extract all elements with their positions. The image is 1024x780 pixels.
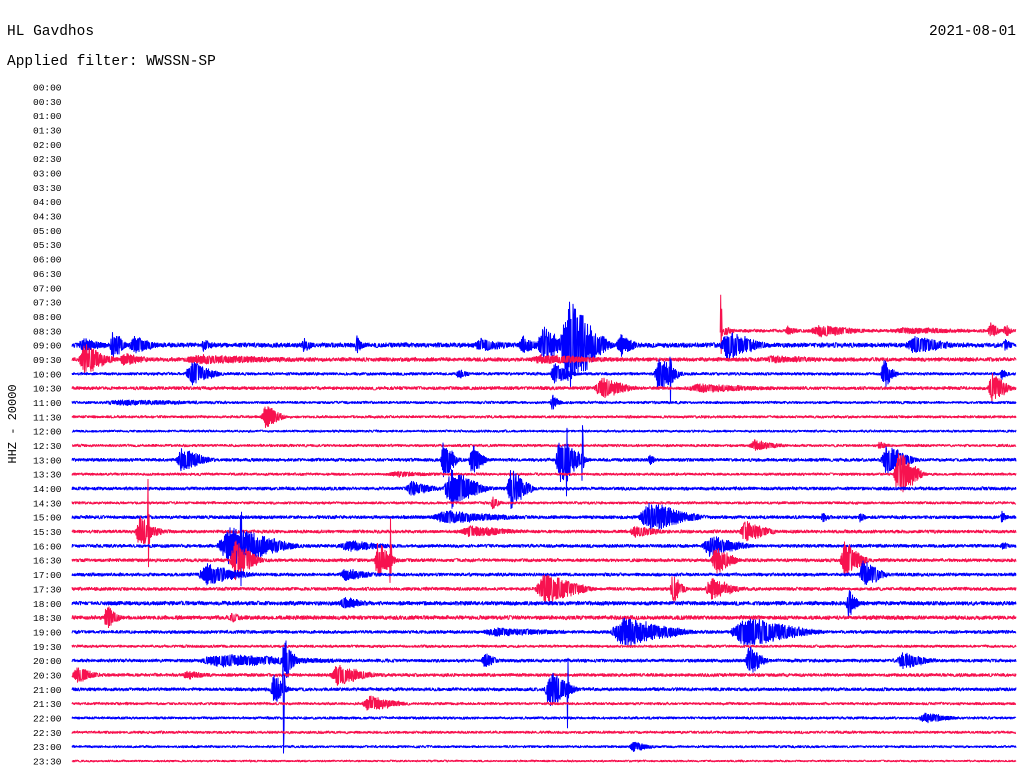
time-label: 17:00 (33, 570, 62, 581)
time-label: 18:30 (33, 613, 62, 624)
trace-1300 (71, 425, 1017, 497)
station-title: HL Gavdhos (7, 24, 94, 40)
time-label: 15:00 (33, 513, 62, 524)
trace-1000 (71, 356, 1017, 404)
trace-2000 (71, 640, 1017, 678)
time-label: 00:00 (33, 83, 62, 94)
trace-2230 (71, 730, 1016, 735)
time-label: 16:00 (33, 541, 62, 552)
time-label: 00:30 (33, 97, 62, 108)
time-label: 03:30 (33, 183, 62, 194)
trace-1030 (71, 373, 1017, 404)
time-label: 15:30 (33, 527, 62, 538)
trace-1230 (71, 439, 1017, 451)
y-axis-label: HHZ - 20000 (6, 384, 20, 463)
trace-1130 (71, 406, 1017, 428)
time-label: 05:00 (33, 226, 62, 237)
time-label: 22:00 (33, 714, 62, 725)
time-label: 23:00 (33, 742, 62, 753)
time-label: 02:30 (33, 154, 62, 165)
trace-2100 (71, 646, 1017, 754)
trace-1600 (71, 511, 1017, 587)
time-label: 12:30 (33, 441, 62, 452)
time-label: 01:30 (33, 126, 62, 137)
time-label: 07:00 (33, 283, 62, 294)
time-label: 05:30 (33, 240, 62, 251)
time-label: 10:30 (33, 384, 62, 395)
time-label: 21:00 (33, 685, 62, 696)
trace-1430 (71, 496, 1017, 510)
trace-1500 (71, 502, 1017, 533)
trace-1930 (71, 644, 1017, 649)
time-label: 09:30 (33, 355, 62, 366)
trace-1530 (71, 478, 1017, 568)
time-label: 19:30 (33, 642, 62, 653)
trace-1330 (71, 453, 1017, 493)
time-label: 09:00 (33, 341, 62, 352)
trace-1100 (71, 394, 1017, 410)
time-label: 20:00 (33, 656, 62, 667)
trace-0930 (71, 344, 1017, 375)
time-axis: 00:00 00:30 01:00 01:30 02:00 02:30 03:00 03:30… (33, 83, 62, 768)
trace-2300 (71, 741, 1017, 752)
time-label: 07:30 (33, 298, 62, 309)
trace-2330 (71, 759, 1017, 763)
trace-1730 (71, 574, 1017, 604)
time-label: 04:00 (33, 197, 62, 208)
trace-1200 (71, 429, 1017, 433)
trace-1630 (71, 518, 1017, 583)
time-label: 04:30 (33, 212, 62, 223)
time-label: 17:30 (33, 584, 62, 595)
time-label: 12:00 (33, 427, 62, 438)
trace-1800 (71, 590, 1017, 619)
time-label: 23:30 (33, 757, 62, 768)
filter-label: Applied filter: WWSSN-SP (7, 54, 216, 70)
time-label: 10:00 (33, 369, 62, 380)
time-label: 19:00 (33, 627, 62, 638)
time-label: 14:30 (33, 498, 62, 509)
time-label: 02:00 (33, 140, 62, 151)
time-label: 08:00 (33, 312, 62, 323)
time-label: 13:00 (33, 455, 62, 466)
time-label: 11:30 (33, 412, 62, 423)
time-label: 13:30 (33, 470, 62, 481)
time-label: 11:00 (33, 398, 62, 409)
trace-2130 (71, 695, 1017, 711)
trace-1400 (71, 469, 1017, 510)
time-label: 06:30 (33, 269, 62, 280)
time-label: 21:30 (33, 699, 62, 710)
time-label: 06:00 (33, 255, 62, 266)
time-label: 01:00 (33, 111, 62, 122)
trace-2030 (71, 664, 1017, 686)
trace-2200 (71, 712, 1017, 724)
time-label: 22:30 (33, 728, 62, 739)
trace-1900 (71, 617, 1017, 648)
time-label: 20:30 (33, 671, 62, 682)
trace-1830 (71, 606, 1017, 629)
time-label: 08:30 (33, 326, 62, 337)
time-label: 16:30 (33, 556, 62, 567)
time-label: 03:00 (33, 169, 62, 180)
seismic-traces (71, 294, 1017, 763)
time-label: 18:00 (33, 599, 62, 610)
trace-0830 (719, 294, 1017, 354)
date-label: 2021-08-01 (929, 24, 1016, 40)
time-label: 14:00 (33, 484, 62, 495)
